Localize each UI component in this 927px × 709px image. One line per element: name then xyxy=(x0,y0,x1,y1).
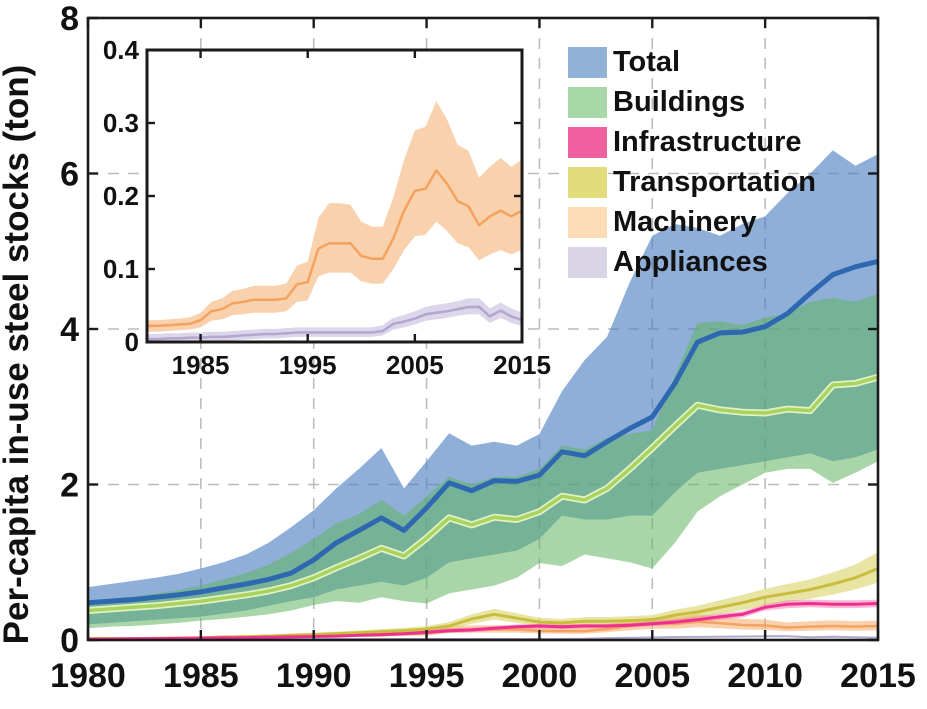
inset-frame-xtick-label: 1985 xyxy=(172,350,230,380)
legend-label: Machinery xyxy=(613,206,757,238)
main-frame: 1980 1985 1990 1995 2000 2005 2010 2015 0 2 4 6 8 xyxy=(50,0,916,695)
inset-frame-xtick-label: 2005 xyxy=(386,350,444,380)
main-frame-xtick-label: 1980 xyxy=(50,657,126,695)
legend-item-buildings: Buildings xyxy=(568,87,816,118)
main-frame-ytick-label: 2 xyxy=(60,467,79,505)
line-buildings xyxy=(88,375,878,613)
legend-item-transportation: Transportation xyxy=(568,167,816,198)
inset-frame-ytick-label: 0 xyxy=(125,327,139,357)
legend-label: Appliances xyxy=(613,246,768,278)
main-frame-ytick-label: 4 xyxy=(60,311,79,349)
inset-line-machinery xyxy=(147,169,522,328)
main-frame-ytick-label: 0 xyxy=(60,622,79,660)
main-frame-ytick-label: 8 xyxy=(60,0,79,38)
inset-frame-ytick-label: 0.3 xyxy=(103,108,139,138)
legend-swatch-appliances xyxy=(568,247,607,278)
inset-frame-ytick-label: 0.1 xyxy=(103,254,139,284)
legend-item-appliances: Appliances xyxy=(568,247,816,278)
legend-item-machinery: Machinery xyxy=(568,207,816,238)
y-axis-title: Per-capita in-use steel stocks (ton) xyxy=(0,64,36,645)
line-total xyxy=(88,258,878,606)
legend-swatch-machinery xyxy=(568,207,607,238)
legend-item-total: Total xyxy=(568,47,816,78)
legend-swatch-total xyxy=(568,47,607,78)
main-frame-xtick-label: 1985 xyxy=(163,657,239,695)
main-frame-xtick-label: 2000 xyxy=(502,657,578,695)
legend-item-infrastructure: Infrastructure xyxy=(568,127,816,158)
main-frame-xtick-label: 2010 xyxy=(727,657,803,695)
main-frame-xtick-label: 1990 xyxy=(276,657,352,695)
legend-label: Infrastructure xyxy=(613,126,802,158)
band-transportation xyxy=(88,552,878,640)
inset-frame-ytick-label: 0.2 xyxy=(103,181,139,211)
legend-swatch-buildings xyxy=(568,87,607,118)
main-frame-xtick-label: 2005 xyxy=(614,657,690,695)
line-infrastructure xyxy=(88,602,878,640)
legend-label: Transportation xyxy=(613,166,817,198)
legend-label: Total xyxy=(613,46,681,78)
inset-band-machinery xyxy=(147,101,522,332)
inset-line-appliances xyxy=(147,305,522,341)
inset-frame-xtick-label: 1995 xyxy=(279,350,337,380)
main-frame-xtick-label: 1995 xyxy=(389,657,465,695)
main-frame-xtick-label: 2015 xyxy=(840,657,916,695)
inset-frame: 1985 1995 2005 2015 0 0.1 0.2 0.3 0.4 xyxy=(103,35,551,380)
main-frame-ytick-label: 6 xyxy=(60,156,79,194)
inset-frame-ytick-label: 0.4 xyxy=(103,35,140,65)
inset-frame-xtick-label: 2015 xyxy=(493,350,551,380)
band-total xyxy=(88,150,878,625)
inset-chart xyxy=(147,50,522,342)
legend-label: Buildings xyxy=(613,86,746,118)
legend: Total Buildings Infrastructure Transport… xyxy=(568,47,816,287)
legend-swatch-transportation xyxy=(568,167,607,198)
legend-swatch-infrastructure xyxy=(568,127,607,158)
inset-band-appliances xyxy=(147,298,522,342)
